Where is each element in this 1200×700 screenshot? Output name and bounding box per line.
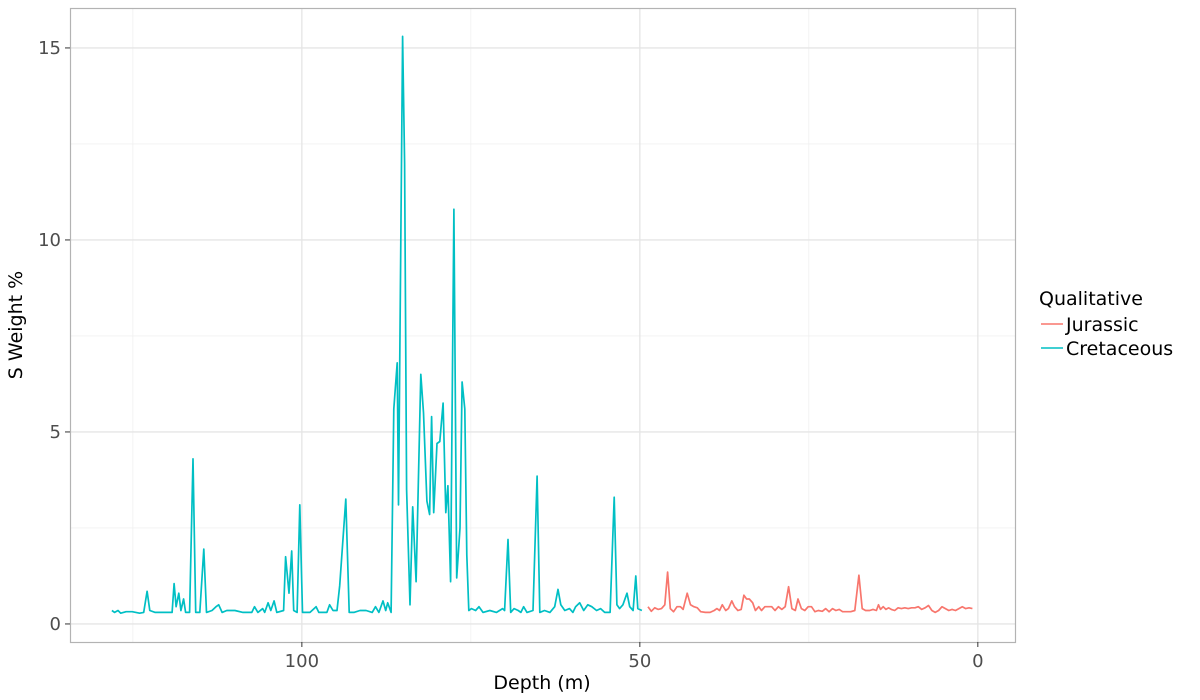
y-axis: 0 5 10 15: [38, 38, 70, 635]
legend-label-cretaceous: Cretaceous: [1066, 338, 1173, 360]
y-tick-label: 15: [38, 38, 61, 59]
y-tick-label: 5: [50, 422, 61, 443]
grid: [70, 8, 1015, 642]
x-tick-label: 100: [285, 651, 319, 672]
x-axis-title: Depth (m): [493, 672, 590, 694]
y-tick-label: 0: [50, 614, 61, 635]
legend-label-jurassic: Jurassic: [1065, 314, 1139, 336]
series-line-cretaceous: [111, 35, 643, 615]
series-lines: [111, 35, 973, 615]
x-axis: 100 50 0: [285, 642, 984, 672]
legend: Qualitative Jurassic Cretaceous: [1039, 288, 1173, 360]
y-axis-title: S Weight %: [5, 271, 27, 379]
x-tick-label: 50: [628, 651, 651, 672]
legend-title: Qualitative: [1039, 288, 1143, 310]
x-tick-label: 0: [972, 651, 983, 672]
plot-panel-border: [69, 7, 1017, 644]
series-line-jurassic: [647, 571, 973, 614]
y-tick-label: 10: [38, 230, 61, 251]
